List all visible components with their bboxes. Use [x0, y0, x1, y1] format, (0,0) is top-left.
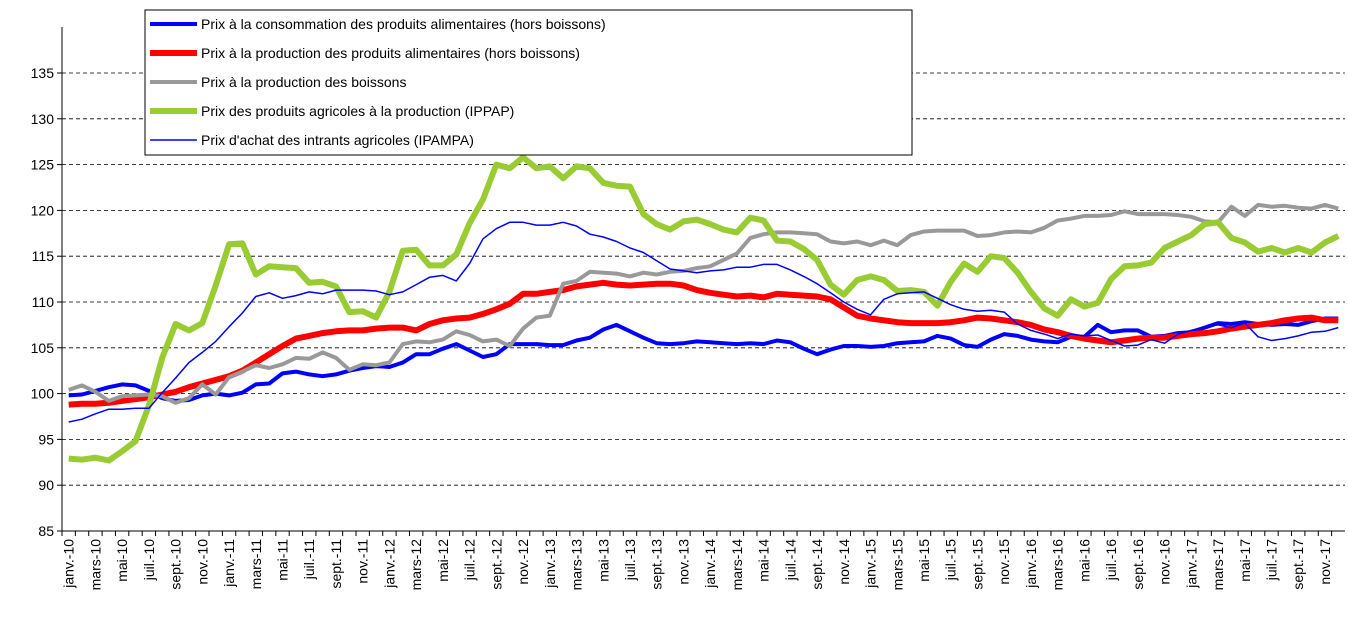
series-line — [68, 202, 1339, 405]
x-tick-label: juil.-15 — [943, 539, 959, 581]
x-tick-label: juil.-12 — [462, 539, 478, 581]
y-tick-label: 95 — [38, 431, 54, 447]
y-tick-label: 105 — [31, 340, 55, 356]
series-line — [68, 316, 1339, 403]
y-tick-label: 120 — [31, 202, 55, 218]
x-tick-label: sept.-13 — [649, 539, 665, 590]
x-tick-label: nov.-12 — [515, 539, 531, 585]
x-tick-label: mai-17 — [1237, 539, 1253, 582]
y-tick-label: 85 — [38, 523, 54, 539]
x-tick-label: mars-14 — [729, 539, 745, 591]
x-tick-label: mai-11 — [275, 539, 291, 581]
x-tick-label: juil.-13 — [622, 539, 638, 581]
x-tick-label: mai-15 — [916, 539, 932, 582]
legend-box — [144, 9, 913, 156]
x-tick-label: juil.-17 — [1263, 539, 1279, 581]
x-tick-label: janv.-15 — [863, 539, 879, 589]
x-tick-label: mai-12 — [435, 539, 451, 582]
x-tick-label: janv.-11 — [221, 539, 237, 588]
x-tick-label: nov.-10 — [194, 539, 210, 585]
y-tick-label: 135 — [31, 65, 55, 81]
y-tick-label: 125 — [31, 157, 55, 173]
y-tick-label: 115 — [32, 248, 55, 264]
x-tick-label: mars-10 — [87, 539, 103, 591]
x-tick-label: mars-11 — [248, 539, 264, 590]
y-tick-label: 110 — [32, 294, 55, 310]
x-tick-label: mars-17 — [1210, 539, 1226, 591]
legend-label: Prix à la consommation des produits alim… — [201, 16, 606, 32]
x-tick-label: mars-15 — [889, 539, 905, 591]
y-tick-label: 90 — [38, 477, 54, 493]
x-tick-label: mai-10 — [114, 539, 130, 582]
x-tick-label: sept.-10 — [168, 539, 184, 590]
x-tick-label: sept.-14 — [809, 539, 825, 590]
x-tick-label: sept.-12 — [488, 539, 504, 590]
x-tick-label: juil.-11 — [301, 539, 317, 580]
legend-label: Prix des produits agricoles à la product… — [201, 103, 514, 119]
x-tick-label: mars-13 — [569, 539, 585, 591]
x-tick-label: mai-13 — [595, 539, 611, 582]
legend-label: Prix d'achat des intrants agricoles (IPA… — [201, 132, 474, 148]
x-tick-label: mars-16 — [1050, 539, 1066, 591]
x-tick-label: janv.-10 — [61, 539, 77, 589]
x-tick-label: janv.-16 — [1023, 539, 1039, 589]
x-tick-label: juil.-14 — [782, 539, 798, 581]
x-tick-label: sept.-17 — [1290, 539, 1306, 590]
x-tick-label: nov.-17 — [1317, 539, 1333, 585]
x-tick-label: nov.-16 — [1157, 539, 1173, 585]
x-tick-label: nov.-15 — [996, 539, 1012, 585]
x-tick-label: sept.-16 — [1130, 539, 1146, 590]
x-tick-label: janv.-12 — [381, 539, 397, 589]
series-line — [68, 221, 1339, 423]
x-tick-label: juil.-16 — [1103, 539, 1119, 581]
x-tick-label: nov.-13 — [675, 539, 691, 585]
y-tick-label: 130 — [31, 111, 55, 127]
x-tick-label: nov.-11 — [355, 539, 371, 584]
series-line — [68, 279, 1339, 408]
x-tick-label: janv.-17 — [1183, 539, 1199, 589]
x-tick-label: juil.-10 — [141, 539, 157, 581]
series-line — [68, 154, 1340, 464]
x-tick-label: mars-12 — [408, 539, 424, 591]
x-tick-label: janv.-13 — [542, 539, 558, 589]
x-tick-label: sept.-15 — [969, 539, 985, 590]
x-tick-label: mai-16 — [1076, 539, 1092, 582]
legend-label: Prix à la production des produits alimen… — [201, 45, 580, 61]
x-tick-label: mai-14 — [756, 539, 772, 582]
x-tick-label: nov.-14 — [836, 539, 852, 585]
x-tick-label: janv.-14 — [702, 539, 718, 589]
y-tick-label: 100 — [31, 386, 55, 402]
legend-label: Prix à la production des boissons — [201, 74, 406, 90]
x-tick-label: sept.-11 — [328, 539, 344, 589]
